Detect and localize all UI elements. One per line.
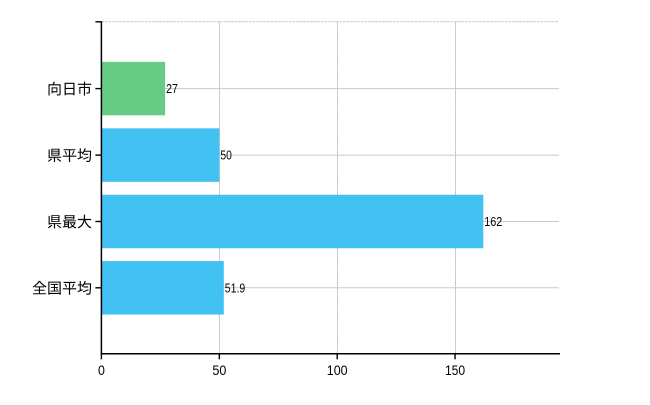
svg-text:27: 27 xyxy=(166,81,178,96)
svg-text:50: 50 xyxy=(212,362,226,378)
svg-text:0: 0 xyxy=(98,362,105,378)
svg-text:162: 162 xyxy=(484,214,502,229)
svg-text:50: 50 xyxy=(220,148,232,163)
svg-text:100: 100 xyxy=(327,362,348,378)
svg-text:51.9: 51.9 xyxy=(225,280,246,295)
svg-text:150: 150 xyxy=(445,362,465,378)
